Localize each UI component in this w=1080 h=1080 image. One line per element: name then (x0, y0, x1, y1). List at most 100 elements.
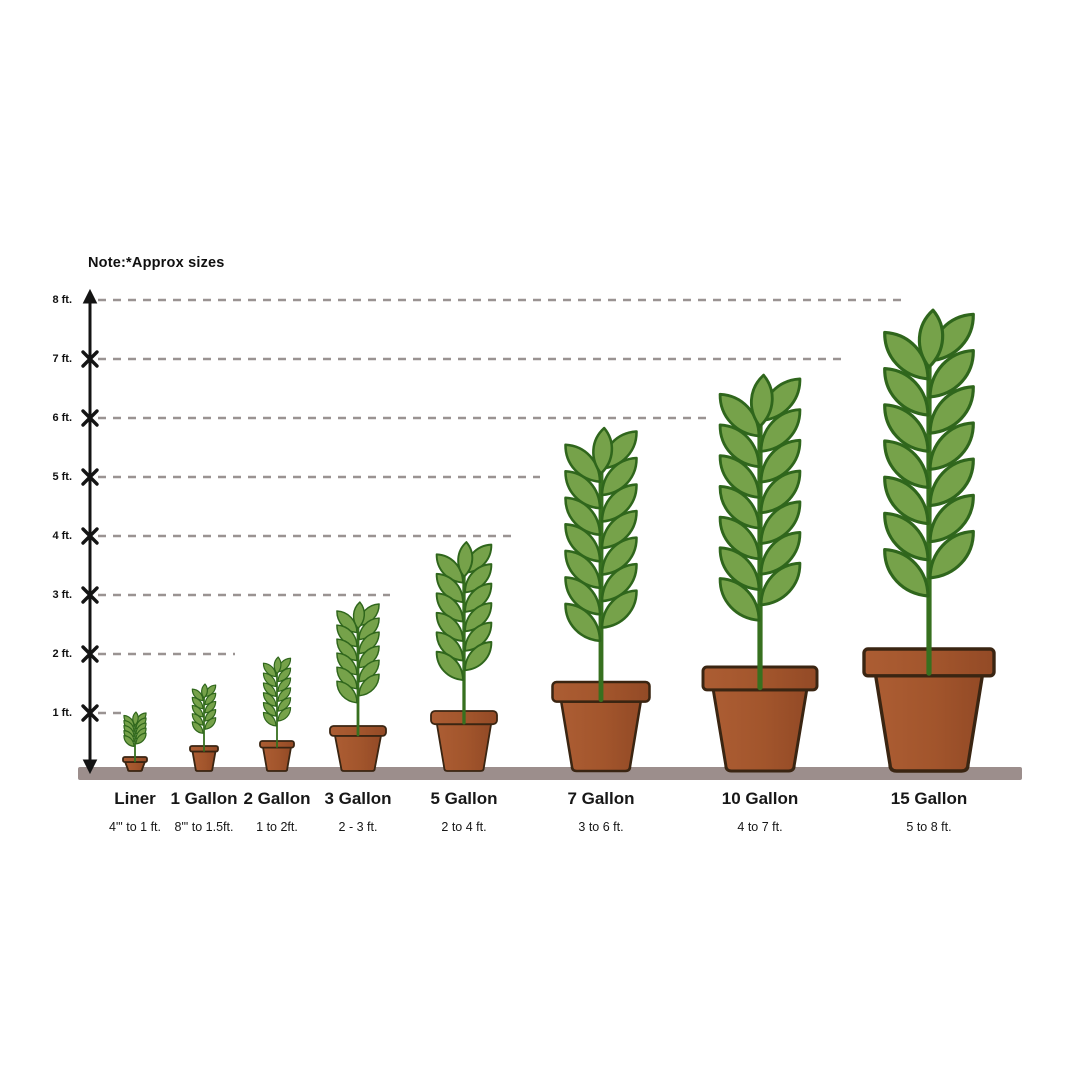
category-label: 7 Gallon (567, 789, 635, 808)
category-label: 10 Gallon (721, 789, 799, 808)
tick-cross-icon (81, 527, 99, 545)
pot (122, 756, 148, 772)
pot (329, 725, 387, 772)
leaf-top (352, 601, 366, 630)
tick-cross-icon (81, 350, 99, 368)
pot-body (191, 750, 217, 772)
tick-cross-icon (81, 704, 99, 722)
plant-5-gallon (430, 541, 498, 772)
tick-cross-icon (81, 409, 99, 427)
category-label: 1 Gallon (170, 789, 238, 808)
size-range-label: 2 - 3 ft. (338, 820, 378, 834)
measure-axis (81, 288, 99, 775)
leaf (928, 493, 975, 544)
leaf (204, 717, 217, 730)
leaf (928, 385, 975, 435)
tick-cross-icon (81, 645, 99, 663)
plant-foliage (435, 541, 493, 681)
pot-body (711, 688, 809, 773)
size-range-label: 1 to 2ft. (256, 820, 298, 834)
leaf (718, 577, 761, 622)
plant-foliage (336, 601, 380, 704)
plant-15-gallon (862, 308, 996, 773)
leaf-top (592, 426, 614, 475)
leaf-top (132, 711, 139, 726)
leaf (883, 547, 930, 598)
plant-foliage (564, 426, 638, 643)
arrow-up-icon (82, 288, 98, 304)
leaf-top (201, 683, 208, 699)
leaf (277, 706, 292, 722)
leaf (564, 602, 602, 643)
axis-tick-label: 1 ft. (52, 707, 72, 719)
pot-body (124, 761, 146, 772)
leaf-top (273, 656, 282, 675)
arrow-down-icon (82, 759, 98, 775)
axis-tick-label: 5 ft. (52, 471, 72, 483)
plant-foliage (123, 711, 147, 747)
leaf (883, 475, 930, 526)
leaf (883, 439, 930, 490)
plant-liner (122, 711, 148, 772)
category-label: 5 Gallon (430, 789, 498, 808)
axis-tick-label: 4 ft. (52, 530, 72, 542)
leaf (928, 348, 975, 399)
leaf (883, 403, 930, 453)
pot-body (262, 746, 292, 772)
pot-body (436, 723, 492, 772)
plant-foliage (191, 683, 217, 734)
plant-foliage (883, 308, 975, 598)
axis-tick-label: 2 ft. (52, 648, 72, 660)
size-range-label: 5 to 8 ft. (906, 820, 952, 834)
size-range-label: 2 to 4 ft. (441, 820, 487, 834)
category-label: 3 Gallon (324, 789, 392, 808)
leaf (759, 561, 802, 607)
size-range-label: 4"' to 1 ft. (109, 820, 161, 834)
ground-bar (78, 767, 1022, 780)
leaf (928, 529, 975, 580)
plant-10-gallon (701, 373, 819, 773)
pot (862, 647, 996, 773)
leaf (435, 650, 464, 681)
axis-tick-label: 3 ft. (52, 589, 72, 601)
leaf (883, 511, 930, 562)
leaf (135, 732, 147, 745)
size-range-label: 4 to 7 ft. (737, 820, 783, 834)
tick-cross-icon (81, 468, 99, 486)
pot-body (334, 735, 382, 772)
axis-tick-label: 8 ft. (52, 294, 72, 306)
size-range-label: 8"' to 1.5ft. (174, 820, 234, 834)
axis-tick-label: 7 ft. (52, 353, 72, 365)
pot-body (874, 674, 984, 773)
plant-3-gallon (329, 601, 387, 772)
category-label: 2 Gallon (243, 789, 311, 808)
category-label: 15 Gallon (890, 789, 968, 808)
pot-body (559, 700, 643, 773)
leaf (262, 711, 277, 727)
plant-2-gallon (259, 656, 295, 772)
plant-7-gallon (551, 426, 651, 773)
leaf (600, 589, 638, 629)
leaf-top (750, 373, 774, 428)
plant-foliage (262, 656, 292, 727)
leaf (883, 367, 930, 417)
leaf (191, 721, 204, 734)
leaf-top (457, 541, 474, 578)
plant-foliage (718, 373, 802, 622)
tick-cross-icon (81, 586, 99, 604)
leaf (928, 421, 975, 471)
category-label: Liner (114, 789, 156, 808)
note-text: Note:*Approx sizes (88, 255, 225, 271)
leaf-top (917, 308, 945, 369)
leaf (464, 641, 493, 672)
size-range-label: 3 to 6 ft. (578, 820, 624, 834)
leaf (928, 457, 975, 508)
plant-1-gallon (189, 683, 219, 772)
leaf (358, 673, 380, 697)
leaf (123, 735, 135, 747)
guide-lines (98, 298, 908, 715)
axis-tick-label: 6 ft. (52, 412, 72, 424)
leaf (336, 680, 358, 704)
